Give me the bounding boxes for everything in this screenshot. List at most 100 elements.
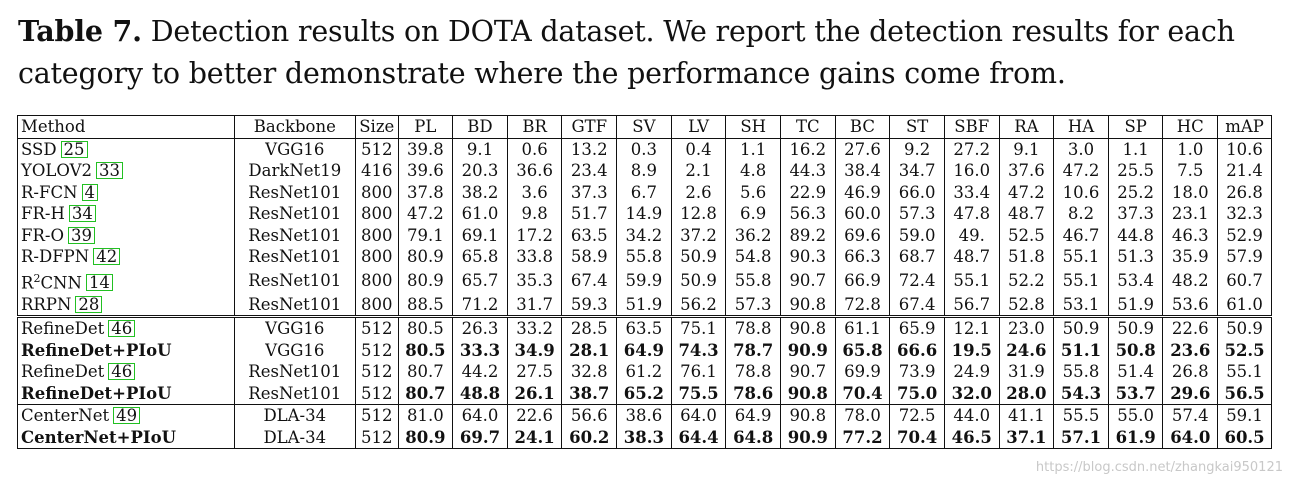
column-header-sh: SH — [725, 115, 781, 139]
value-cell: 37.3 — [1108, 203, 1164, 225]
column-header-sv: SV — [616, 115, 672, 139]
value-cell: 80.9 — [398, 426, 454, 449]
citation-link[interactable]: 34 — [68, 205, 96, 222]
citation-link[interactable]: 4 — [81, 183, 99, 201]
value-cell: 68.7 — [889, 246, 945, 268]
method-cell: RRPN 28 — [17, 293, 235, 317]
method-name: SSD — [21, 139, 57, 159]
method-name: R-DFPN — [21, 247, 90, 266]
value-cell: 3.0 — [1053, 138, 1109, 160]
citation-link[interactable]: 42 — [93, 248, 121, 265]
value-cell: 73.9 — [889, 361, 945, 383]
value-cell: 37.2 — [671, 224, 727, 246]
method-superscript: 2 — [33, 271, 41, 285]
value-cell: 78.8 — [725, 361, 781, 383]
value-cell: 5.6 — [725, 181, 781, 203]
citation-link[interactable]: 46 — [108, 320, 136, 337]
method-cell: FR-O 39 — [17, 224, 235, 246]
value-cell: 36.6 — [507, 160, 563, 182]
value-cell: 44.0 — [944, 404, 1000, 427]
value-cell: 33.3 — [452, 339, 508, 361]
table-row: RRPN 28 ResNet101 800 88.5 71.2 31.7 59.3 51.9 56… — [17, 293, 1272, 317]
method-name: RefineDet+PIoU — [21, 340, 172, 360]
citation-link[interactable]: 28 — [75, 295, 103, 313]
value-cell: 78.7 — [725, 339, 781, 361]
value-cell: 27.6 — [835, 138, 891, 160]
value-cell: 38.3 — [616, 426, 672, 449]
value-cell: 34.2 — [616, 224, 672, 246]
value-cell: 90.3 — [780, 246, 836, 268]
value-cell: 34.7 — [889, 160, 945, 182]
size-cell: 416 — [355, 160, 399, 182]
value-cell: 41.1 — [999, 404, 1055, 427]
value-cell: 69.9 — [835, 361, 891, 383]
value-cell: 74.3 — [671, 339, 727, 361]
value-cell: 46.5 — [944, 426, 1000, 449]
table-caption: Table 7. Detection results on DOTA datas… — [18, 10, 1280, 95]
value-cell: 53.4 — [1108, 267, 1164, 294]
value-cell: 90.7 — [780, 267, 836, 294]
value-cell: 56.3 — [780, 203, 836, 225]
value-cell: 52.9 — [1217, 224, 1272, 246]
method-cell: RefineDet+PIoU — [17, 339, 235, 361]
value-cell: 70.4 — [835, 382, 891, 405]
value-cell: 60.0 — [835, 203, 891, 225]
value-cell: 37.1 — [999, 426, 1055, 449]
value-cell: 4.8 — [725, 160, 781, 182]
value-cell: 48.8 — [452, 382, 508, 405]
value-cell: 61.2 — [616, 361, 672, 383]
backbone-cell: VGG16 — [234, 138, 357, 160]
value-cell: 65.7 — [452, 267, 508, 294]
column-header-map: mAP — [1217, 115, 1272, 139]
value-cell: 0.3 — [616, 138, 672, 160]
citation-link[interactable]: 33 — [96, 162, 124, 179]
method-cell: CenterNet+PIoU — [17, 426, 235, 449]
value-cell: 23.1 — [1162, 203, 1219, 225]
value-cell: 33.2 — [507, 315, 563, 340]
value-cell: 38.6 — [616, 404, 672, 427]
watermark: https://blog.csdn.net/zhangkai950121 — [1035, 460, 1283, 475]
value-cell: 26.1 — [507, 382, 563, 405]
value-cell: 65.8 — [452, 246, 508, 268]
value-cell: 67.4 — [561, 267, 618, 294]
value-cell: 55.1 — [1053, 246, 1109, 268]
column-header-pl: PL — [398, 115, 454, 139]
value-cell: 59.1 — [1217, 404, 1272, 427]
value-cell: 66.3 — [835, 246, 891, 268]
value-cell: 72.8 — [835, 293, 891, 317]
value-cell: 46.7 — [1053, 224, 1109, 246]
value-cell: 55.1 — [1217, 361, 1272, 383]
value-cell: 56.5 — [1217, 382, 1272, 405]
backbone-cell: ResNet101 — [234, 181, 357, 203]
value-cell: 38.2 — [452, 181, 508, 203]
value-cell: 0.4 — [671, 138, 727, 160]
citation-link[interactable]: 14 — [85, 274, 113, 291]
backbone-cell: ResNet101 — [234, 203, 357, 225]
table-row: YOLOV2 33 DarkNet19 416 39.6 20.3 36.6 23.4 8.9 2… — [17, 160, 1272, 182]
value-cell: 22.6 — [1162, 315, 1219, 340]
value-cell: 75.1 — [671, 315, 727, 340]
value-cell: 88.5 — [398, 293, 454, 317]
method-name-rest: CNN — [40, 273, 82, 292]
method-cell: FR-H 34 — [17, 203, 235, 225]
value-cell: 64.9 — [725, 404, 781, 427]
value-cell: 51.9 — [616, 293, 672, 317]
column-header-ra: RA — [999, 115, 1055, 139]
method-cell: CenterNet 49 — [17, 404, 235, 427]
value-cell: 61.1 — [835, 315, 891, 340]
value-cell: 48.2 — [1162, 267, 1219, 294]
citation-link[interactable]: 49 — [113, 407, 141, 424]
value-cell: 47.8 — [944, 203, 1000, 225]
value-cell: 54.3 — [1053, 382, 1109, 405]
value-cell: 80.9 — [398, 246, 454, 268]
size-cell: 512 — [355, 404, 399, 427]
citation-link[interactable]: 39 — [67, 226, 95, 244]
citation-link[interactable]: 46 — [108, 363, 136, 380]
value-cell: 79.1 — [398, 224, 454, 246]
citation-link[interactable]: 25 — [60, 140, 88, 158]
method-cell: R-FCN 4 — [17, 181, 235, 203]
method-name: RRPN — [21, 294, 72, 314]
value-cell: 61.0 — [1217, 293, 1272, 317]
value-cell: 61.0 — [452, 203, 508, 225]
column-header-tc: TC — [780, 115, 836, 139]
